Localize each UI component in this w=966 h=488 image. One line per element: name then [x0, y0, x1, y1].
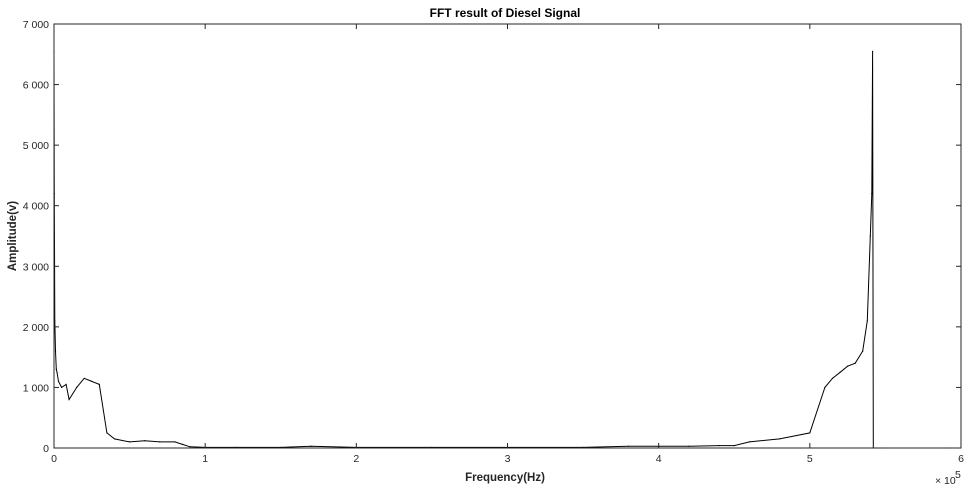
y-axis: 0 1 000 2 000 3 000 4 000 5 000 6 000 7 000: [23, 19, 961, 455]
x-tick-label: 6: [958, 453, 964, 465]
data-point: [866, 320, 868, 322]
data-point: [76, 386, 78, 388]
data-point: [839, 371, 841, 373]
x-tick-label: 2: [353, 453, 359, 465]
data-point: [106, 432, 108, 434]
data-point: [65, 383, 67, 385]
data-point: [733, 445, 735, 447]
y-tick-label: 4 000: [23, 201, 49, 213]
x-tick-label: 3: [505, 453, 511, 465]
data-point: [55, 368, 57, 370]
data-point: [779, 438, 781, 440]
data-point: [189, 446, 191, 448]
data-point: [91, 380, 93, 382]
data-point: [159, 441, 161, 443]
x-axis-label: Frequency(Hz): [465, 472, 545, 484]
data-point: [310, 445, 312, 447]
y-tick-label: 6 000: [23, 80, 49, 92]
series-points-0: [53, 50, 947, 449]
x-tick-label: 1: [202, 453, 208, 465]
plot-frame: [53, 23, 962, 449]
x-tick-label: 0: [51, 453, 57, 465]
series-line-0: [53, 51, 946, 449]
x-exponent-label: × 10: [935, 475, 956, 487]
y-tick-label: 5 000: [23, 140, 49, 152]
data-point: [174, 441, 176, 443]
data-point: [144, 440, 146, 442]
plot-area: [53, 50, 947, 449]
data-point: [113, 438, 116, 440]
data-point: [98, 383, 100, 385]
data-point: [129, 441, 131, 443]
data-point: [748, 441, 751, 443]
data-point: [83, 377, 85, 379]
data-point: [869, 235, 871, 237]
x-tick-label: 5: [807, 453, 813, 465]
data-point: [854, 362, 856, 364]
x-exponent-power: 5: [955, 469, 961, 481]
y-tick-label: 7 000: [23, 19, 49, 31]
data-point: [872, 50, 874, 52]
data-point: [824, 386, 826, 388]
data-point: [831, 377, 834, 379]
y-tick-label: 2 000: [23, 322, 49, 334]
x-tick-label: 4: [656, 453, 662, 465]
data-point: [627, 445, 630, 447]
data-point: [871, 193, 873, 195]
data-point: [181, 443, 184, 445]
data-point: [718, 445, 720, 447]
data-point: [68, 398, 70, 401]
y-tick-label: 0: [43, 443, 49, 455]
data-point: [862, 350, 864, 352]
x-axis: 0 1 2 3 4 5 6: [51, 24, 964, 465]
y-axis-label: Amplitude(v): [7, 201, 19, 271]
y-tick-label: 1 000: [23, 382, 49, 394]
data-point: [54, 350, 57, 352]
data-point: [57, 380, 60, 382]
chart-title: FFT result of Diesel Signal: [430, 6, 581, 20]
data-point: [847, 365, 849, 367]
data-point: [809, 432, 811, 434]
data-point: [56, 371, 58, 373]
data-point: [688, 445, 690, 447]
y-tick-label: 3 000: [23, 261, 49, 273]
data-point: [61, 386, 63, 388]
